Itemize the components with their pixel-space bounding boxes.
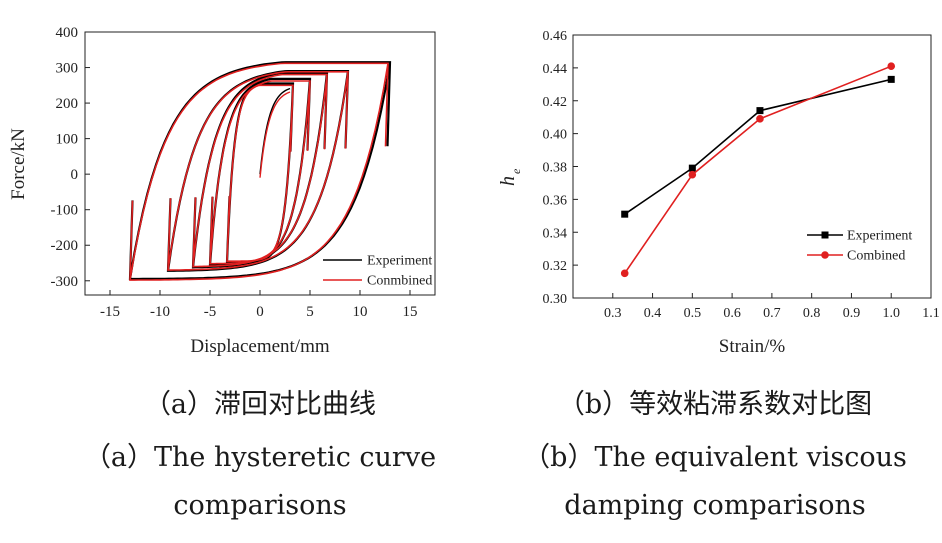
hysteretic-legend-combined-label: Conmbined [367, 274, 432, 289]
hysteretic-y-axis-label: Force/kN [8, 128, 29, 200]
damping-ticks: 0.3 0.4 0.5 0.6 0.7 0.8 0.9 1.0 1.1 0.30 0.32 0.34 0… [543, 29, 940, 321]
damping-y-axis-label: h e [497, 168, 523, 186]
damping-y-tick-label: 0.36 [543, 193, 568, 208]
hysteretic-y-tick-label: 0 [71, 167, 79, 183]
caption-a-english-line2: comparisons [173, 490, 347, 521]
damping-point-experiment [756, 107, 764, 115]
hysteretic-x-tick-label: -10 [150, 304, 170, 320]
damping-y-tick-label: 0.38 [543, 161, 568, 176]
hysteretic-loop-combined [209, 80, 311, 265]
damping-legend: Experiment Combined [807, 229, 912, 264]
damping-y-tick-label: 0.30 [543, 292, 568, 307]
hysteretic-loop-combined [192, 73, 328, 268]
caption-a-english-line1: （a）The hysteretic curve [83, 442, 437, 473]
damping-point-experiment [688, 164, 696, 172]
hysteretic-virgin-curve-experiment [259, 87, 291, 175]
damping-x-tick-label: 0.4 [644, 306, 662, 321]
hysteretic-x-tick-label: -5 [204, 304, 217, 320]
hysteretic-y-tick-label: 100 [56, 132, 79, 148]
hysteretic-x-tick-label: 15 [403, 304, 418, 320]
damping-x-tick-label: 0.8 [803, 306, 821, 321]
damping-legend-combined-label: Combined [847, 249, 905, 264]
hysteretic-x-axis-label: Displacement/mm [190, 336, 330, 357]
hysteretic-loop-experiment [128, 61, 392, 281]
caption-b-english-line2: damping comparisons [564, 490, 866, 521]
damping-series-line-experiment [624, 78, 892, 215]
damping-chart: 0.3 0.4 0.5 0.6 0.7 0.8 0.9 1.0 1.1 0.30 0.32 0.34 0… [497, 29, 940, 357]
damping-y-tick-label: 0.32 [543, 259, 568, 274]
damping-y-tick-label: 0.46 [543, 29, 568, 44]
damping-point-combined [887, 62, 896, 71]
hysteretic-y-tick-label: 300 [56, 61, 79, 77]
damping-x-tick-label: 1.1 [922, 306, 940, 321]
damping-series-line-combined [624, 65, 892, 274]
hysteretic-loop-combined [129, 62, 389, 281]
hysteretic-x-tick-label: 0 [256, 304, 264, 320]
damping-x-tick-label: 0.3 [604, 306, 622, 321]
damping-y-tick-label: 0.44 [543, 62, 568, 77]
hysteretic-y-tick-label: -200 [51, 238, 79, 254]
damping-point-combined [756, 115, 764, 123]
damping-legend-experiment-marker [821, 231, 829, 239]
caption-a-chinese: （a）滞回对比曲线 [143, 389, 377, 420]
hysteretic-legend: Experiment Conmbined [323, 254, 432, 289]
hysteretic-y-tick-label: -100 [51, 203, 79, 219]
damping-legend-experiment-label: Experiment [847, 229, 912, 244]
damping-point-combined [620, 269, 629, 278]
damping-x-tick-label: 1.0 [882, 306, 900, 321]
damping-point-experiment [887, 75, 895, 83]
hysteretic-virgin-curve-combined [259, 91, 291, 178]
damping-y-tick-label: 0.34 [543, 226, 568, 241]
caption-b-english-line1: （b）The equivalent viscous [523, 442, 907, 473]
damping-x-tick-label: 0.9 [843, 306, 861, 321]
damping-lines [620, 62, 896, 278]
damping-y-tick-label: 0.42 [543, 95, 568, 110]
hysteretic-chart: -15 -10 -5 0 5 10 15-300-200-1000100200300400 … [8, 25, 436, 357]
hysteretic-legend-experiment-label: Experiment [367, 254, 432, 269]
hysteretic-x-tick-label: -15 [100, 304, 120, 320]
damping-x-tick-label: 0.7 [763, 306, 781, 321]
damping-point-combined [688, 170, 697, 179]
damping-x-tick-label: 0.5 [684, 306, 702, 321]
hysteretic-curves [128, 61, 392, 281]
damping-x-axis-label: Strain/% [719, 336, 786, 357]
hysteretic-ticks: -15 -10 -5 0 5 10 15 -300 -200 -100 0 100 200 300 400 [51, 25, 418, 320]
hysteretic-x-tick-label: 10 [353, 304, 368, 320]
damping-legend-combined-marker [821, 251, 829, 259]
damping-y-axis-label-sub: e [509, 168, 523, 174]
hysteretic-y-tick-label: -300 [51, 274, 79, 290]
damping-point-experiment [621, 210, 629, 218]
damping-y-tick-label: 0.40 [543, 128, 568, 143]
hysteretic-y-tick-label: 400 [56, 25, 79, 41]
damping-x-tick-label: 0.6 [723, 306, 741, 321]
hysteretic-loop-combined [167, 71, 349, 271]
damping-y-axis-label-main: h [497, 176, 519, 186]
hysteretic-y-tick-label: 200 [56, 96, 79, 112]
hysteretic-x-tick-label: 5 [306, 304, 314, 320]
caption-b-chinese: （b）等效粘滞系数对比图 [557, 389, 873, 420]
